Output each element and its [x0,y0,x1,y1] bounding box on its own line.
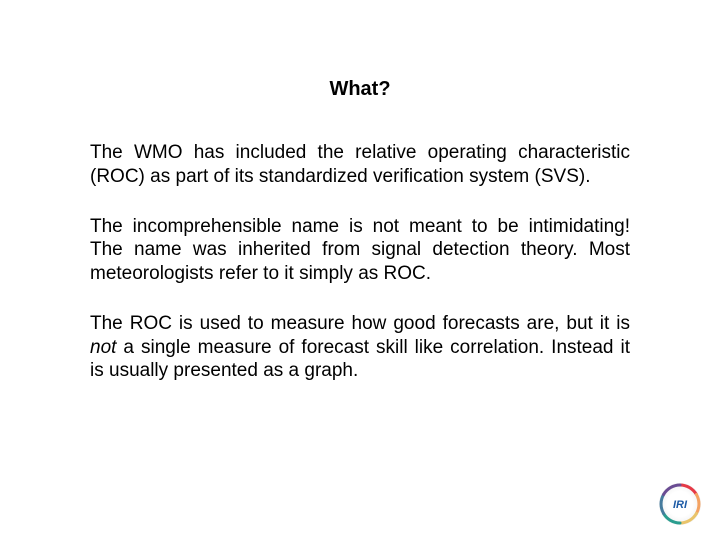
paragraph-3: The ROC is used to measure how good fore… [90,312,630,383]
slide-container: What? The WMO has included the relative … [0,0,720,540]
paragraph-1: The WMO has included the relative operat… [90,141,630,189]
iri-logo: IRI [658,482,702,526]
slide-title: What? [90,78,630,101]
logo-text: IRI [673,499,688,511]
iri-logo-icon: IRI [658,482,702,526]
p3-italic: not [90,337,116,358]
p3-part1: The ROC is used to measure how good fore… [90,313,630,334]
paragraph-2: The incomprehensible name is not meant t… [90,215,630,286]
p3-part2: a single measure of forecast skill like … [90,337,630,382]
